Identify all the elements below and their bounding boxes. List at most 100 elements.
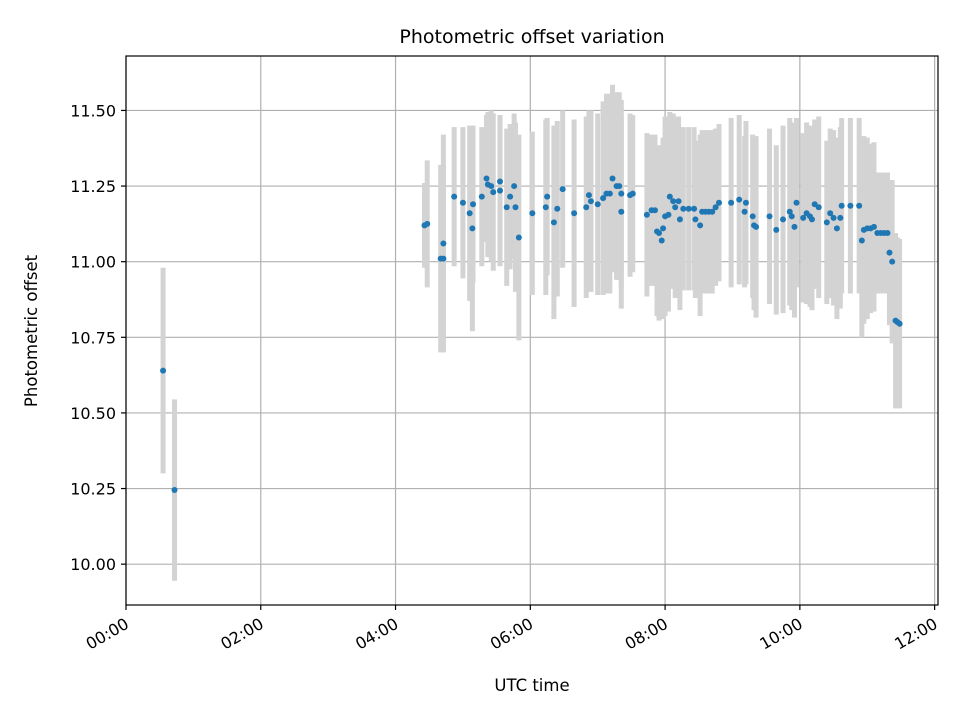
data-point — [587, 198, 594, 205]
y-tick-label: 11.50 — [70, 101, 116, 120]
data-point — [736, 196, 743, 203]
data-point — [692, 216, 699, 223]
data-point — [496, 187, 503, 194]
data-point — [889, 258, 896, 265]
data-point — [791, 223, 798, 230]
data-point — [780, 216, 787, 223]
data-point — [658, 237, 665, 244]
data-point — [827, 210, 834, 217]
data-point — [685, 205, 692, 212]
data-point — [675, 198, 682, 205]
plot-frame — [125, 55, 939, 606]
data-point — [160, 367, 167, 374]
data-point — [886, 249, 893, 256]
data-point — [884, 229, 891, 236]
data-point — [606, 190, 613, 197]
data-point — [511, 183, 518, 190]
data-point — [459, 199, 466, 206]
data-point — [773, 226, 780, 233]
data-point — [786, 208, 793, 215]
data-point — [847, 202, 854, 209]
data-point — [507, 193, 514, 200]
data-point — [741, 208, 748, 215]
data-point — [496, 178, 503, 185]
data-point — [643, 211, 650, 218]
data-point — [753, 223, 760, 230]
data-point — [896, 320, 903, 327]
data-point — [550, 219, 557, 226]
data-point — [483, 175, 490, 182]
data-point — [594, 201, 601, 208]
data-point — [512, 204, 519, 211]
data-point — [815, 204, 822, 211]
data-point — [823, 219, 830, 226]
data-point — [424, 220, 431, 227]
chart-title: Photometric offset variation — [399, 26, 664, 48]
data-point — [793, 199, 800, 206]
data-point — [691, 205, 698, 212]
data-point — [559, 186, 566, 193]
data-point — [808, 216, 815, 223]
data-point — [830, 214, 837, 221]
y-tick-label: 11.00 — [70, 253, 116, 272]
data-point — [858, 237, 865, 244]
data-point — [672, 204, 679, 211]
data-point — [666, 193, 673, 200]
y-tick-label: 10.50 — [70, 404, 116, 423]
data-points — [160, 175, 903, 494]
y-tick-label: 10.75 — [70, 328, 116, 347]
data-point — [676, 216, 683, 223]
data-point — [870, 223, 877, 230]
data-point — [837, 214, 844, 221]
data-point — [616, 183, 623, 190]
data-point — [660, 225, 667, 232]
y-tick-label: 10.25 — [70, 480, 116, 499]
data-point — [656, 229, 663, 236]
data-point — [651, 207, 658, 214]
data-point — [618, 208, 625, 215]
data-point — [833, 225, 840, 232]
data-point — [680, 205, 687, 212]
data-point — [766, 213, 773, 220]
data-point — [856, 202, 863, 209]
y-axis-label: Photometric offset — [22, 254, 41, 407]
data-point — [670, 198, 677, 205]
data-point — [728, 199, 735, 206]
data-point — [171, 487, 178, 494]
data-point — [788, 213, 795, 220]
data-point — [503, 204, 510, 211]
data-point — [440, 240, 447, 247]
data-point — [749, 213, 756, 220]
data-point — [618, 190, 625, 197]
data-point — [609, 175, 616, 182]
data-point — [469, 225, 476, 232]
data-point — [554, 205, 561, 212]
data-point — [712, 204, 719, 211]
data-point — [440, 255, 447, 262]
data-point — [488, 183, 495, 190]
data-point — [600, 195, 607, 202]
data-point — [715, 199, 722, 206]
data-point — [838, 202, 845, 209]
y-axis-ticks: 10.00 10.25 10.50 10.75 11.00 11.25 11.50 — [70, 101, 126, 574]
data-point — [697, 222, 704, 229]
data-point — [585, 192, 592, 199]
data-point — [583, 204, 590, 211]
data-point — [466, 210, 473, 217]
y-tick-label: 11.25 — [70, 177, 116, 196]
data-point — [490, 189, 497, 196]
data-point — [571, 210, 578, 217]
y-tick-label: 10.00 — [70, 555, 116, 574]
data-point — [529, 210, 536, 217]
data-point — [709, 208, 716, 215]
data-point — [742, 199, 749, 206]
data-point — [629, 190, 636, 197]
data-point — [542, 204, 549, 211]
data-point — [478, 193, 485, 200]
data-point — [515, 234, 522, 241]
data-point — [544, 193, 551, 200]
data-point — [800, 214, 807, 221]
data-point — [451, 193, 458, 200]
